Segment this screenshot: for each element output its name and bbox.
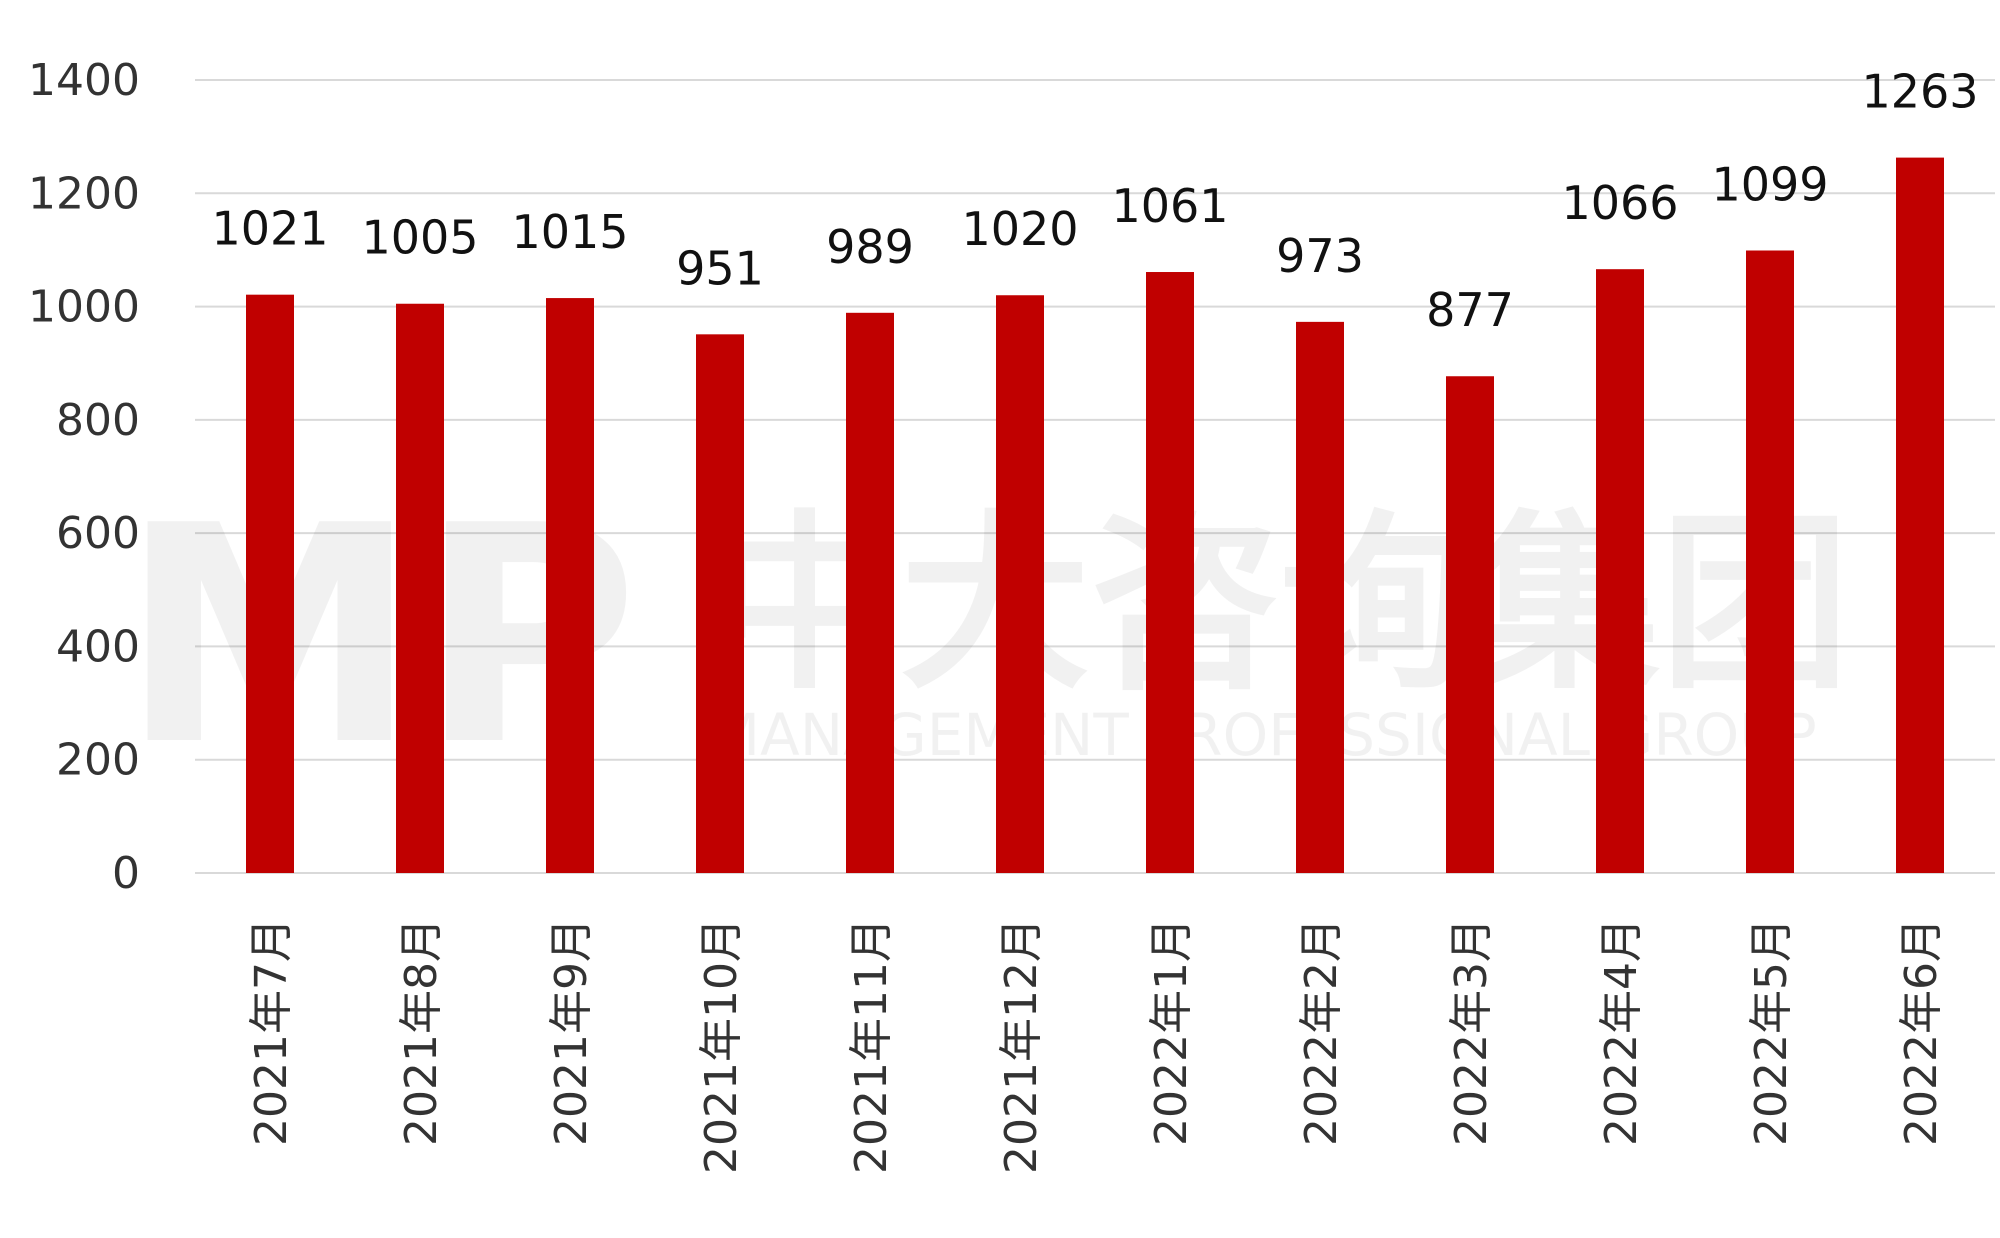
y-axis-tick-labels: 0 200 400 600 800 1000 1200 1400 — [28, 55, 140, 899]
x-category-label: 2021年10月 — [696, 918, 747, 1174]
bar — [546, 298, 594, 873]
data-label: 1263 — [1861, 65, 1978, 119]
x-category-label: 2021年11月 — [846, 918, 897, 1174]
y-tick-label: 1400 — [28, 55, 140, 106]
y-tick-label: 1000 — [28, 282, 140, 333]
data-label: 1066 — [1561, 176, 1678, 230]
bar — [1296, 321, 1344, 873]
y-tick-label: 0 — [112, 848, 140, 899]
gridlines — [195, 79, 1995, 874]
y-tick-label: 1200 — [28, 168, 140, 219]
data-label: 1020 — [961, 202, 1078, 256]
bar — [846, 312, 894, 874]
y-tick-label: 400 — [56, 621, 140, 672]
y-tick-label: 800 — [56, 395, 140, 446]
bar — [1896, 157, 1944, 873]
x-category-label: 2022年2月 — [1296, 918, 1347, 1146]
bar — [996, 295, 1044, 873]
x-category-label: 2021年8月 — [396, 918, 447, 1146]
data-label: 1061 — [1111, 179, 1228, 233]
watermark-name: 中大咨询集团 — [710, 494, 1850, 715]
data-label: 973 — [1276, 229, 1364, 283]
bar — [1146, 272, 1194, 873]
data-labels: 1021 1005 1015 951 989 1020 1061 973 877 1066 1099… — [211, 65, 1978, 338]
x-category-label: 2022年5月 — [1746, 918, 1797, 1146]
data-label: 1005 — [361, 211, 478, 265]
bar-series — [246, 157, 1944, 874]
data-label: 989 — [826, 220, 914, 274]
bar — [396, 303, 444, 874]
bar — [696, 334, 744, 873]
y-tick-label: 200 — [56, 735, 140, 786]
bar — [246, 294, 294, 874]
x-axis-category-labels: 2021年7月 2021年8月 2021年9月 2021年10月 2021年11月 202… — [246, 918, 1947, 1174]
x-category-label: 2022年3月 — [1446, 918, 1497, 1146]
x-category-label: 2021年7月 — [246, 918, 297, 1146]
y-tick-label: 600 — [56, 508, 140, 559]
data-label: 1099 — [1711, 157, 1828, 211]
data-label: 951 — [676, 241, 764, 295]
watermark: MP 中大咨询集团 MANAGEMENT PROFESSIONAL GROUP — [120, 462, 1850, 811]
x-category-label: 2021年9月 — [546, 918, 597, 1146]
bar — [1746, 250, 1794, 873]
data-label: 1015 — [511, 205, 628, 259]
x-category-label: 2021年12月 — [996, 918, 1047, 1174]
x-category-label: 2022年6月 — [1896, 918, 1947, 1146]
x-category-label: 2022年1月 — [1146, 918, 1197, 1146]
bar — [1596, 269, 1644, 873]
data-label: 877 — [1426, 283, 1514, 337]
x-category-label: 2022年4月 — [1596, 918, 1647, 1146]
data-label: 1021 — [211, 202, 328, 256]
bar — [1446, 376, 1494, 873]
